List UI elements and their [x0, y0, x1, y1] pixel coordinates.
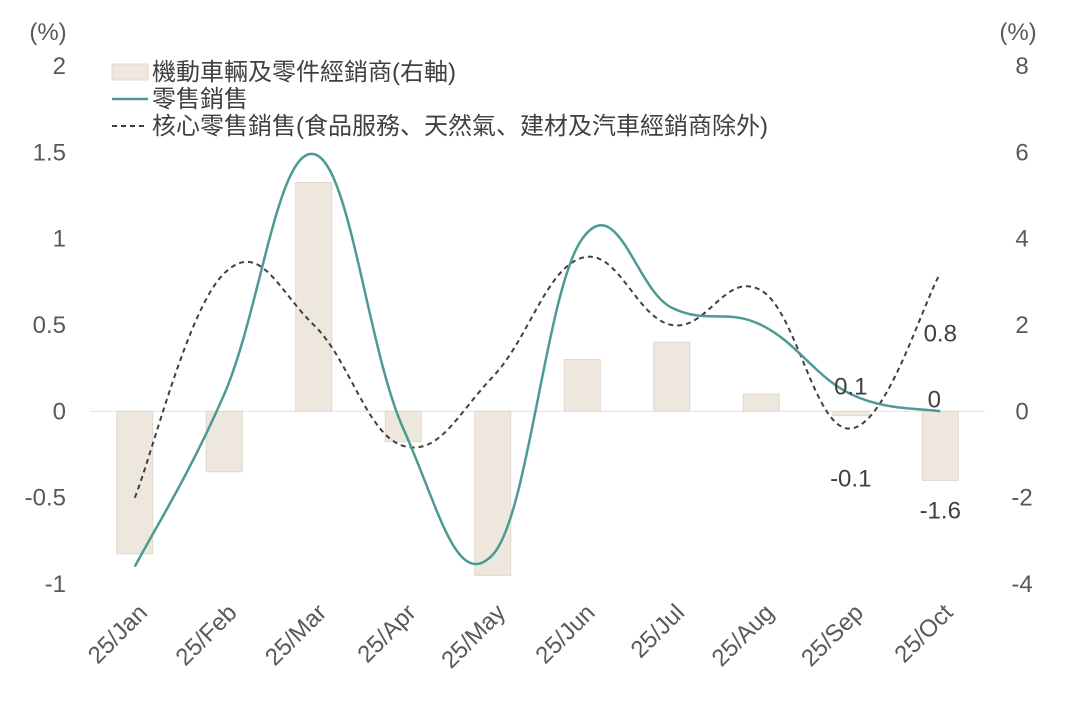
left-axis-tick: 0 — [53, 398, 66, 425]
right-axis-tick: 2 — [1015, 312, 1028, 339]
bar-motor-vehicle-dealers — [563, 359, 601, 412]
right-axis-tick: -2 — [1011, 485, 1032, 512]
x-axis-category-label: 25/Jul — [626, 599, 690, 663]
x-axis-category-label: 25/Aug — [707, 599, 780, 672]
data-label: -0.1 — [830, 466, 871, 493]
data-label: 0.8 — [924, 320, 957, 347]
left-axis-tick: 2 — [53, 53, 66, 80]
bar-motor-vehicle-dealers — [116, 410, 154, 555]
x-axis-category-label: 25/Feb — [171, 599, 243, 671]
left-axis-tick: 1.5 — [33, 139, 66, 166]
bar-motor-vehicle-dealers — [742, 393, 780, 412]
left-axis-tick: 1 — [53, 226, 66, 253]
x-axis-category-label: 25/Sep — [796, 599, 869, 672]
line-retail-sales — [133, 152, 941, 568]
bar-motor-vehicle-dealers — [653, 341, 691, 412]
x-axis-category-label: 25/Jun — [530, 599, 600, 669]
bar-motor-vehicle-dealers — [474, 410, 512, 576]
bar-motor-vehicle-dealers — [832, 410, 870, 417]
legend-label-retail: 零售銷售 — [152, 86, 248, 113]
data-label: -1.6 — [920, 497, 961, 524]
right-axis-tick: 4 — [1015, 226, 1028, 253]
legend-label-bars: 機動車輛及零件經銷商(右軸) — [152, 59, 456, 86]
legend-label-core: 核心零售銷售(食品服務、天然氣、建材及汽車經銷商除外) — [152, 113, 768, 140]
bar-motor-vehicle-dealers — [921, 410, 959, 481]
x-axis-category-label: 25/Oct — [889, 599, 958, 668]
data-label: 0.1 — [834, 374, 867, 401]
right-axis-tick: 0 — [1015, 398, 1028, 425]
data-label: 0 — [928, 386, 941, 413]
bar-motor-vehicle-dealers — [295, 182, 333, 412]
x-axis-category-label: 25/Apr — [352, 599, 421, 668]
right-axis-tick: 8 — [1015, 53, 1028, 80]
right-axis-tick: 6 — [1015, 139, 1028, 166]
left-axis-tick: -0.5 — [25, 485, 66, 512]
right-axis-tick: -4 — [1011, 571, 1032, 598]
left-axis-tick: 0.5 — [33, 312, 66, 339]
line-core-retail-sales — [133, 255, 942, 499]
right-axis-unit: (%) — [999, 19, 1036, 46]
x-axis-category-label: 25/Jan — [83, 599, 153, 669]
left-axis-tick: -1 — [45, 571, 66, 598]
left-axis-unit: (%) — [29, 19, 66, 46]
legend-swatch-bars — [111, 63, 149, 81]
x-axis-category-label: 25/May — [436, 599, 511, 674]
x-axis-category-label: 25/Mar — [260, 599, 332, 671]
